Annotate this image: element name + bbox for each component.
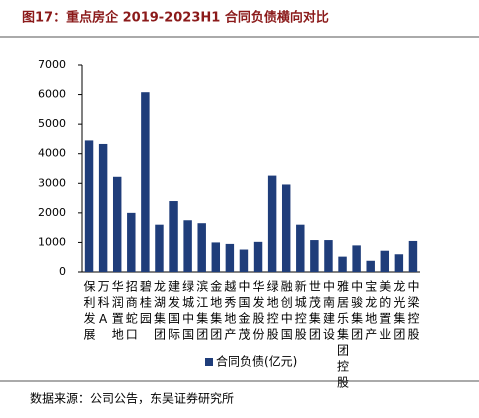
bar (98, 143, 108, 272)
bar (394, 254, 404, 272)
bar (366, 260, 375, 272)
y-tick-label: 4000 (38, 147, 66, 160)
legend-label: 合同负债(亿元) (216, 354, 297, 369)
x-tick-label: 保利发展 (82, 280, 96, 344)
y-tick-label: 2000 (38, 206, 66, 219)
x-tick-label: 龙湖集团 (152, 280, 166, 344)
bar (197, 223, 206, 272)
x-tick-label: 中骏集团 (350, 279, 364, 344)
x-tick-label: 绿地控股 (265, 279, 279, 344)
x-tick-label: 碧桂园 (138, 280, 152, 328)
bar (225, 243, 235, 272)
x-tick-label: 华润置地 (110, 280, 124, 344)
x-tick-label: 融创中国 (279, 280, 293, 344)
source-note: 数据来源：公司公告，东吴证券研究所 (30, 391, 234, 406)
bar (183, 220, 192, 272)
x-tick-label: 华发股份 (251, 280, 265, 344)
y-tick-label: 6000 (38, 88, 66, 101)
x-tick-label: 世茂集团 (307, 280, 321, 344)
y-tick-label: 0 (59, 265, 66, 278)
bar (338, 256, 347, 272)
x-tick-label: 金地集团 (209, 279, 223, 344)
bar (84, 140, 94, 272)
bar (112, 176, 122, 272)
x-tick-label: 滨江集团 (195, 279, 209, 344)
x-tick-label: 中国金茂 (237, 279, 251, 344)
x-tick-label: 建发国际 (167, 280, 181, 344)
x-tick-label: 招商蛇口 (124, 280, 138, 344)
x-tick-label: 新城控股 (293, 279, 307, 344)
bar (380, 250, 390, 272)
bar (296, 224, 305, 272)
bar (127, 212, 136, 272)
bar (211, 242, 221, 272)
x-tick-label: 雅居乐集团控股 (336, 279, 350, 392)
x-tick-label: 宝龙地产 (364, 280, 378, 344)
bar (253, 241, 263, 272)
bar (324, 240, 333, 272)
x-tick-label: 美的置业 (378, 280, 392, 344)
bar (408, 240, 418, 272)
x-tick-label: 中梁控股 (406, 279, 420, 344)
y-tick-label: 5000 (38, 117, 66, 130)
x-tick-label: 万科A (96, 280, 110, 330)
legend-swatch (205, 358, 213, 366)
x-tick-label: 绿城中国 (181, 279, 195, 344)
bar (155, 224, 164, 272)
bar (310, 240, 319, 272)
bar (281, 184, 291, 272)
x-tick-label: 越秀地产 (223, 280, 237, 344)
bar (141, 92, 150, 272)
x-tick-label: 龙光集团 (392, 280, 406, 344)
y-tick-label: 3000 (38, 176, 66, 189)
chart-title: 图17：重点房企 2019-2023H1 合同负债横向对比 (22, 10, 329, 26)
bar (239, 249, 249, 272)
y-tick-label: 1000 (38, 235, 66, 248)
bar (169, 201, 178, 272)
y-tick-label: 7000 (38, 58, 66, 71)
bar (267, 175, 277, 272)
bar (352, 245, 361, 272)
x-tick-label: 中南建设 (321, 279, 335, 344)
